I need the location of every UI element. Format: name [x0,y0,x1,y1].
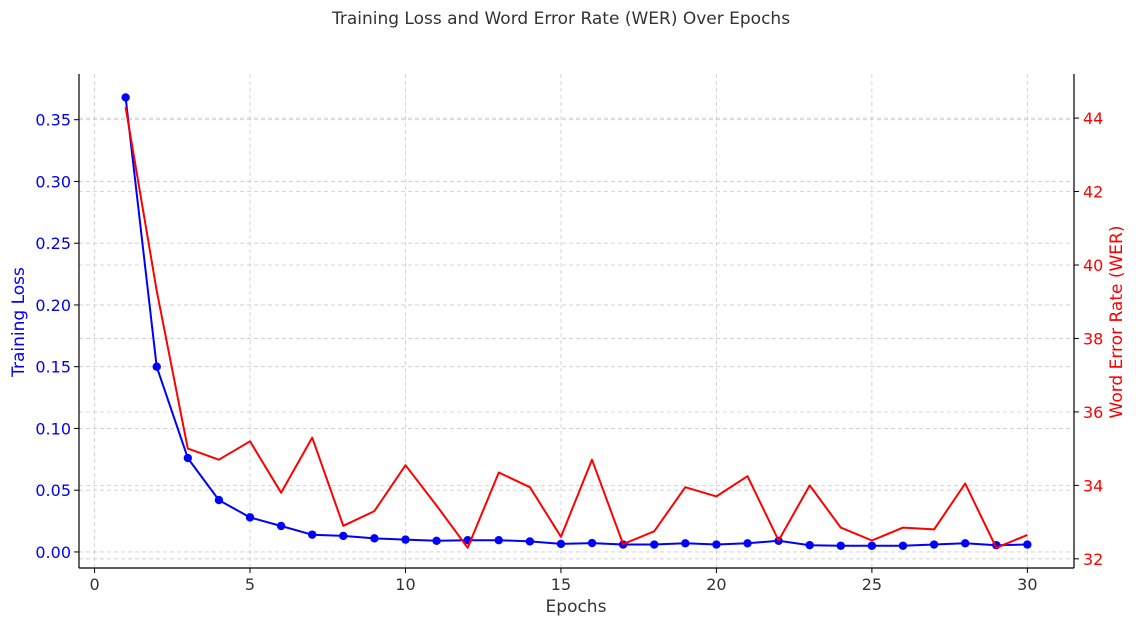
x-tick-label: 10 [395,575,415,594]
x-tick-label: 0 [89,575,99,594]
training-loss-point [525,537,535,546]
training-loss-point [432,536,441,546]
axes [74,74,1079,573]
y-right-tick-label: 32 [1083,550,1103,569]
training-loss-point [494,536,503,545]
training-loss-point [960,539,970,548]
training-loss-point [898,541,908,550]
training-loss-point [121,93,130,102]
y-right-tick-label: 38 [1083,329,1103,348]
training-loss-point [805,540,814,550]
training-loss-point [587,538,597,548]
grid [79,74,1074,568]
training-loss-point [836,541,845,550]
training-loss-point [929,540,939,549]
x-tick-label: 15 [551,575,571,594]
training-loss-point [401,535,410,544]
training-loss-point [867,541,877,550]
training-loss-point [183,453,193,463]
y-left-tick-label: 0.10 [35,419,71,438]
training-loss-point [245,513,255,522]
y-left-tick-label: 0.20 [35,296,71,315]
wer-line [124,106,1028,549]
y-left-tick-label: 0.05 [35,481,71,500]
training-loss-point [152,362,161,371]
series-layer [121,93,1032,550]
training-loss-point [308,530,317,539]
chart-title: Training Loss and Word Error Rate (WER) … [331,9,790,29]
training-loss-point [712,540,721,549]
y-right-tick-label: 42 [1083,183,1103,202]
y-left-tick-label: 0.35 [35,111,71,130]
y-right-tick-label: 34 [1083,476,1103,495]
training-loss-point [1023,540,1032,549]
tick-labels: 0 5 10 15 20 25 30 0.00 0.05 0.10 0.15 0.20 0.25 0.30… [35,109,1103,594]
training-loss-point [214,495,224,505]
training-loss-point [339,531,348,541]
y-left-tick-label: 0.25 [35,234,71,253]
y-left-tick-label: 0.00 [35,543,71,562]
training-loss-point [681,539,690,548]
x-axis-label: Epochs [546,597,607,617]
y-left-axis-label: Training Loss [9,267,29,378]
x-tick-label: 30 [1017,575,1037,594]
y-right-tick-label: 44 [1083,109,1103,128]
y-right-axis-label: Word Error Rate (WER) [1107,226,1127,419]
x-tick-label: 25 [862,575,882,594]
training-loss-point [556,539,566,549]
training-loss-point [743,539,752,548]
training-loss-point [650,540,659,549]
y-left-tick-label: 0.30 [35,172,71,191]
y-right-tick-label: 36 [1083,403,1103,422]
training-loss-line [124,97,1028,547]
x-tick-label: 20 [706,575,726,594]
training-loss-point [276,521,286,531]
y-left-tick-label: 0.15 [35,358,71,377]
training-loss-point [370,534,379,543]
y-right-tick-label: 40 [1083,256,1103,275]
x-tick-label: 5 [245,575,255,594]
